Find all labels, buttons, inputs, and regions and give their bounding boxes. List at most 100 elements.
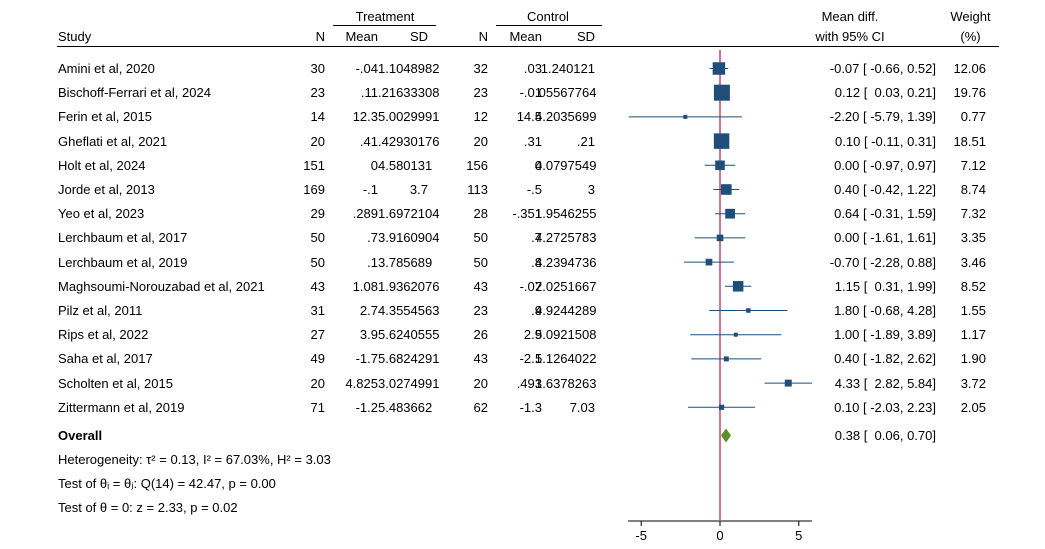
treatment-n: 20 <box>310 375 325 391</box>
effect-ci: 0.40 [ -0.42, 1.22] <box>834 182 936 197</box>
treatment-n: 151 <box>303 157 325 173</box>
study-name: Amini et al, 2020 <box>58 61 155 76</box>
treatment-n: 27 <box>310 327 325 343</box>
effect-ci: 1.15 [ 0.31, 1.99] <box>834 278 936 294</box>
control-n: 23 <box>473 303 488 318</box>
control-mean: .8 <box>531 254 542 270</box>
treatment-mean: -1.7 <box>355 351 378 367</box>
treatment-n: 20 <box>310 133 325 149</box>
control-sd: 5.1264022 <box>535 351 597 367</box>
weight-header-line2: (%) <box>960 29 981 44</box>
effect-ci: -0.07 [ -0.66, 0.52] <box>829 61 936 76</box>
control-mean: -1.3 <box>519 399 542 415</box>
treatment-mean: 3.9 <box>359 327 378 343</box>
heterogeneity-text: Heterogeneity: τ² = 0.13, I² = 67.03%, H… <box>58 452 331 467</box>
treatment-sd: 5.0029991 <box>378 109 440 125</box>
effect-ci: 0.12 [ 0.03, 0.21] <box>834 85 936 101</box>
weight: 18.51 <box>953 133 986 149</box>
treatment-n: 50 <box>310 254 325 270</box>
study-name: Lerchbaum et al, 2019 <box>58 254 188 270</box>
control-n: 23 <box>473 85 488 101</box>
treatment-sd: 3.0274991 <box>378 375 440 391</box>
effect-marker <box>716 234 724 242</box>
effect-header-line1: Mean diff. <box>821 9 879 24</box>
control-n: 156 <box>466 157 488 173</box>
control-n: 12 <box>473 109 488 125</box>
study-name: Saha et al, 2017 <box>58 351 153 367</box>
control-mean: 0 <box>534 157 542 173</box>
treatment-group-label: Treatment <box>355 9 415 24</box>
control-n: 62 <box>473 399 488 415</box>
treatment-mean: 0 <box>370 157 378 173</box>
weight: 7.32 <box>960 206 986 222</box>
treatment-sd: 3.785689 <box>378 254 433 270</box>
effect-ci: 0.00 [ -1.61, 1.61] <box>834 230 936 246</box>
study-name: Gheflati et al, 2021 <box>58 133 168 149</box>
control-mean: .493 <box>516 375 542 391</box>
treatment-n: 169 <box>303 182 325 197</box>
weight: 2.05 <box>960 399 986 415</box>
study-name: Rips et al, 2022 <box>58 327 149 343</box>
effect-marker <box>732 281 744 292</box>
weight: 12.06 <box>953 61 986 76</box>
treatment-sd: 5.6240555 <box>378 327 440 343</box>
control-n: 32 <box>473 61 488 76</box>
study-name: Yeo et al, 2023 <box>58 206 145 222</box>
study-name: Maghsoumi-Norouzabad et al, 2021 <box>58 278 265 294</box>
study-name: Lerchbaum et al, 2017 <box>58 230 188 246</box>
header-rule <box>57 46 999 47</box>
weight: 19.76 <box>953 85 986 101</box>
control-mean: -.01 <box>519 85 542 101</box>
treatment-mean: .289 <box>352 206 378 222</box>
weight-header-line1: Weight <box>950 9 991 24</box>
effect-marker <box>725 208 735 219</box>
weight: 3.46 <box>960 254 986 270</box>
study-name: Scholten et al, 2015 <box>58 375 173 391</box>
effect-marker <box>784 379 792 387</box>
control-mean: .9 <box>531 303 542 318</box>
control-sd: 1.9546255 <box>535 206 597 222</box>
treatment-mean: -.04 <box>355 61 378 76</box>
weight: 3.72 <box>960 375 986 391</box>
effect-marker <box>713 84 730 101</box>
weight: 0.77 <box>960 109 986 125</box>
treatment-mean: -.1 <box>362 182 378 197</box>
treatment-n: 71 <box>310 399 325 415</box>
effect-marker <box>712 62 726 75</box>
study-name: Zittermann et al, 2019 <box>58 399 185 415</box>
control-mean: -.5 <box>526 182 542 197</box>
control-sd: 1.240121 <box>540 61 595 76</box>
weight: 8.52 <box>960 278 986 294</box>
treatment-n: 50 <box>310 230 325 246</box>
test-homogeneity-text: Test of θᵢ = θⱼ: Q(14) = 42.47, p = 0.00 <box>58 476 276 491</box>
effect-ci: 0.10 [ -2.03, 2.23] <box>834 399 936 415</box>
control-group-rule <box>496 25 602 26</box>
treatment-sd: 1.1048982 <box>378 61 440 76</box>
effect-marker <box>720 184 732 195</box>
control-n: 50 <box>473 230 488 246</box>
control-mean: 14.5 <box>516 109 542 125</box>
treatment-mean: 4.825 <box>345 375 378 391</box>
effect-ci: -2.20 [ -5.79, 1.39] <box>829 109 936 125</box>
treatment-sd: 3.7 <box>409 182 428 197</box>
effect-header-line2: with 95% CI <box>815 29 885 44</box>
weight: 1.90 <box>960 351 986 367</box>
treatment-mean: 2.7 <box>359 303 378 318</box>
treatment-n: 49 <box>310 351 325 367</box>
control-n: 20 <box>473 375 488 391</box>
effect-ci: 0.64 [ -0.31, 1.59] <box>834 206 936 222</box>
treatment-sd-header: SD <box>409 29 428 44</box>
treatment-sd: .21633308 <box>378 85 440 101</box>
treatment-mean: .41 <box>359 133 378 149</box>
weight: 1.17 <box>960 327 986 343</box>
control-mean: .03 <box>523 61 542 76</box>
treatment-mean-header: Mean <box>345 29 378 44</box>
effect-ci: 4.33 [ 2.82, 5.84] <box>834 375 936 391</box>
test-overall-effect-text: Test of θ = 0: z = 2.33, p = 0.02 <box>58 500 238 515</box>
treatment-n: 14 <box>310 109 325 125</box>
control-sd: 3 <box>587 182 595 197</box>
study-header: Study <box>58 29 92 44</box>
control-mean: .31 <box>523 133 542 149</box>
control-mean: -.07 <box>519 278 542 294</box>
control-sd: 4.2725783 <box>535 230 597 246</box>
